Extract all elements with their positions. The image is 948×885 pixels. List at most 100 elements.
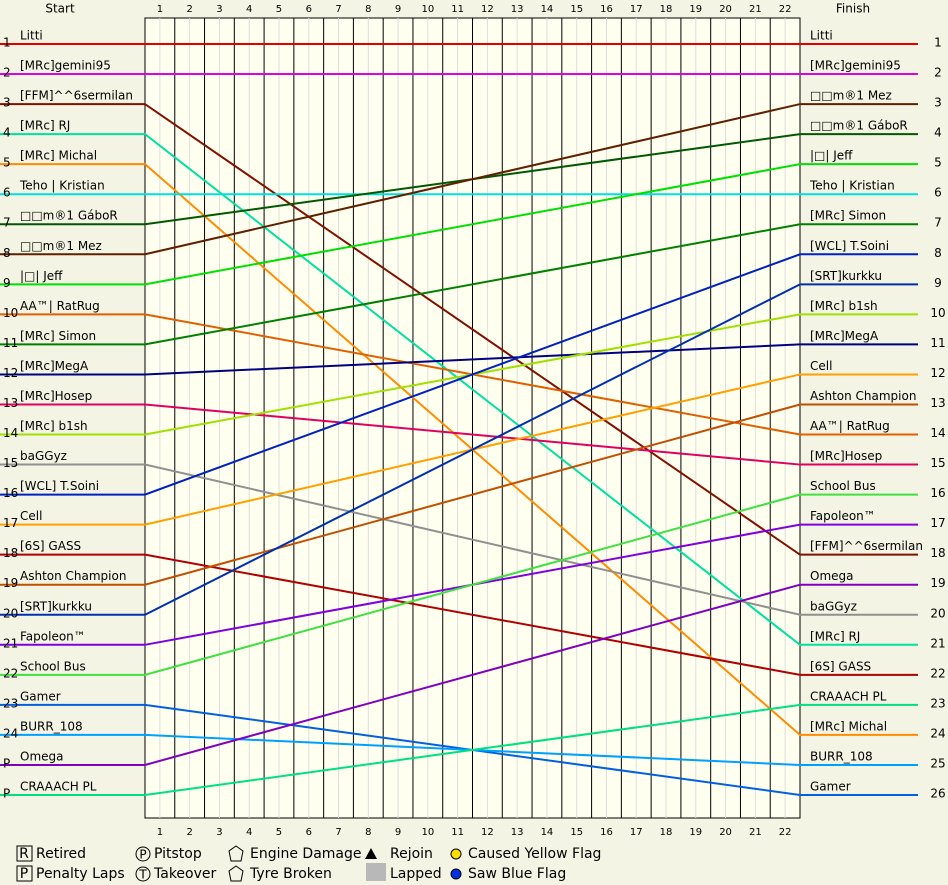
lap-label: 8 — [365, 827, 371, 838]
lap-label: 19 — [689, 4, 702, 15]
finish-position: 11 — [930, 336, 945, 350]
legend-label: Caused Yellow Flag — [468, 846, 601, 862]
finish-name: [MRc]Hosep — [810, 449, 882, 463]
finish-position: 5 — [934, 156, 942, 170]
legend-icon — [366, 863, 386, 881]
legend-icon: P — [139, 848, 146, 862]
start-name: [MRc] b1sh — [20, 419, 88, 433]
finish-position: 6 — [934, 186, 942, 200]
finish-name: □□m®1 GáboR — [810, 119, 908, 133]
start-name: Litti — [20, 29, 43, 43]
start-position: 1 — [3, 36, 11, 50]
legend-label: Saw Blue Flag — [468, 866, 566, 882]
legend-icon — [450, 848, 462, 860]
start-name: □□m®1 GáboR — [20, 209, 118, 223]
lap-label: 3 — [216, 827, 222, 838]
finish-name: [MRc]MegA — [810, 329, 879, 343]
lap-label: 11 — [451, 4, 464, 15]
start-position: 13 — [3, 396, 18, 410]
finish-name: Cell — [810, 359, 832, 373]
start-position: 18 — [3, 546, 18, 560]
start-position: 12 — [3, 366, 18, 380]
start-position: 11 — [3, 336, 18, 350]
driver-lines — [0, 43, 918, 796]
legend-label: Penalty Laps — [36, 866, 125, 882]
finish-position: 10 — [930, 306, 945, 320]
finish-name: [MRc] b1sh — [810, 299, 878, 313]
finish-position: 24 — [930, 726, 945, 740]
driver-line — [0, 283, 918, 616]
lap-label: 7 — [335, 827, 341, 838]
lap-label: 16 — [600, 827, 613, 838]
legend-icon: R — [19, 846, 29, 862]
lap-label: 18 — [660, 4, 673, 15]
finish-name: Fapoleon™ — [810, 509, 876, 523]
legend-icon — [228, 845, 244, 862]
lap-label: 6 — [306, 827, 312, 838]
legend-icon: P — [20, 866, 28, 882]
finish-name: baGGyz — [810, 599, 857, 613]
legend-label: Retired — [36, 846, 86, 862]
start-name: |□| Jeff — [20, 269, 63, 283]
driver-line — [0, 103, 918, 256]
lap-label: 1 — [157, 4, 163, 15]
lap-label: 17 — [630, 827, 643, 838]
start-position: 5 — [3, 156, 11, 170]
finish-name: BURR_108 — [810, 749, 873, 763]
start-name: [FFM]^^6sermilan — [20, 89, 133, 103]
finish-position: 14 — [930, 426, 945, 440]
legend-label: Rejoin — [390, 846, 433, 862]
lap-label: 10 — [421, 4, 434, 15]
start-position: 15 — [3, 456, 18, 470]
finish-name: CRAAACH PL — [810, 689, 887, 703]
start-name: Gamer — [20, 689, 61, 703]
start-name: [MRc] RJ — [20, 119, 70, 133]
lap-label: 4 — [246, 4, 252, 15]
start-position: P — [3, 756, 10, 770]
start-header: Start — [45, 2, 75, 16]
start-name: [MRc]gemini95 — [20, 59, 111, 73]
start-position: 4 — [3, 126, 11, 140]
start-name: Fapoleon™ — [20, 629, 86, 643]
lap-label: 12 — [481, 827, 494, 838]
finish-name: [MRc] RJ — [810, 629, 860, 643]
driver-line — [0, 133, 918, 646]
finish-name: [6S] GASS — [810, 659, 871, 673]
finish-name: Litti — [810, 29, 833, 43]
lap-label: 9 — [395, 827, 401, 838]
start-name: AA™| RatRug — [20, 299, 100, 313]
start-position: 17 — [3, 516, 18, 530]
legend-icon — [228, 865, 244, 882]
legend-label: Pitstop — [154, 846, 202, 862]
start-name: BURR_108 — [20, 719, 83, 733]
finish-name: □□m®1 Mez — [810, 89, 892, 103]
finish-header: Finish — [836, 2, 870, 16]
legend-box — [16, 845, 33, 862]
lap-label: 1 — [157, 827, 163, 838]
legend-icon — [450, 868, 462, 880]
legend-icon — [135, 866, 151, 882]
finish-name: Gamer — [810, 780, 851, 794]
start-name: baGGyz — [20, 449, 67, 463]
finish-position: 22 — [930, 666, 945, 680]
legend-label: Lapped — [390, 866, 442, 882]
legend-label: Engine Damage — [250, 846, 362, 862]
driver-line — [0, 403, 918, 466]
legend-label: Tyre Broken — [249, 866, 332, 882]
start-name: Omega — [20, 749, 64, 763]
finish-name: [MRc]gemini95 — [810, 59, 901, 73]
start-position: 16 — [3, 486, 18, 500]
lap-label: 17 — [630, 4, 643, 15]
lap-label: 8 — [365, 4, 371, 15]
finish-name: [FFM]^^6sermilan — [810, 539, 923, 553]
start-position: P — [3, 787, 10, 801]
driver-line — [0, 343, 918, 376]
start-position: 8 — [3, 246, 11, 260]
finish-name: |□| Jeff — [810, 149, 853, 163]
start-name: Ashton Champion — [20, 569, 126, 583]
start-position: 21 — [3, 636, 18, 650]
finish-name: AA™| RatRug — [810, 419, 890, 433]
finish-position: 25 — [930, 756, 945, 770]
lap-label: 21 — [749, 4, 762, 15]
